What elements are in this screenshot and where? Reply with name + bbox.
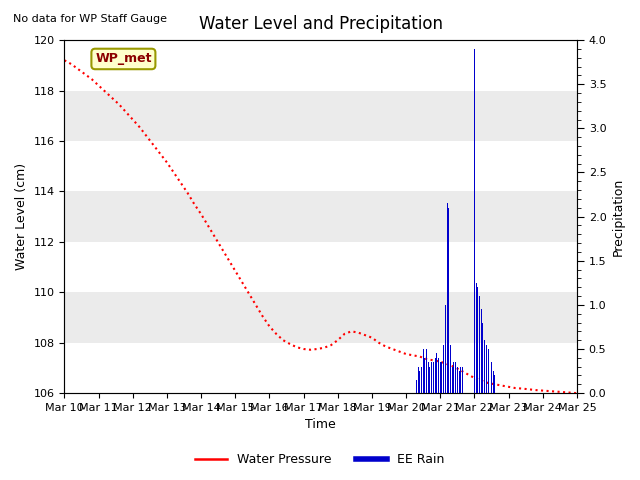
Bar <box>433 362 434 393</box>
Bar <box>424 358 426 393</box>
Bar <box>65 141 577 192</box>
Title: Water Level and Precipitation: Water Level and Precipitation <box>198 15 443 33</box>
Text: WP_met: WP_met <box>95 52 152 65</box>
Bar <box>479 296 480 393</box>
Bar <box>431 362 432 393</box>
Bar <box>436 353 437 393</box>
Bar <box>65 40 577 91</box>
Bar <box>426 349 427 393</box>
Text: No data for WP Staff Gauge: No data for WP Staff Gauge <box>13 14 167 24</box>
Bar <box>481 309 482 393</box>
Bar <box>491 362 492 393</box>
Bar <box>428 362 429 393</box>
Bar <box>429 367 431 393</box>
Bar <box>445 305 446 393</box>
Bar <box>450 345 451 393</box>
Bar <box>462 367 463 393</box>
Bar <box>419 371 420 393</box>
Bar <box>65 343 577 393</box>
Bar <box>453 362 454 393</box>
Bar <box>457 367 458 393</box>
Bar <box>417 367 419 393</box>
Bar <box>477 287 478 393</box>
Bar <box>443 345 444 393</box>
Bar <box>458 371 460 393</box>
Bar <box>474 49 475 393</box>
Y-axis label: Water Level (cm): Water Level (cm) <box>15 163 28 270</box>
Bar <box>494 375 495 393</box>
Bar <box>422 349 424 393</box>
Y-axis label: Precipitation: Precipitation <box>612 178 625 256</box>
Bar <box>416 380 417 393</box>
Bar <box>476 283 477 393</box>
Bar <box>455 362 456 393</box>
Bar <box>486 345 487 393</box>
Bar <box>65 242 577 292</box>
Bar <box>460 367 461 393</box>
Legend: Water Pressure, EE Rain: Water Pressure, EE Rain <box>190 448 450 471</box>
Bar <box>421 367 422 393</box>
Bar <box>438 358 439 393</box>
Bar <box>448 208 449 393</box>
Bar <box>440 362 441 393</box>
Bar <box>435 358 436 393</box>
X-axis label: Time: Time <box>305 419 336 432</box>
Bar <box>484 340 485 393</box>
